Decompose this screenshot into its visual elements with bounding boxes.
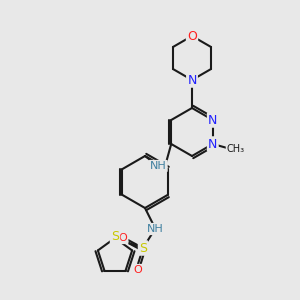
- Text: N: N: [187, 74, 197, 86]
- Text: N: N: [208, 113, 218, 127]
- Text: NH: NH: [147, 224, 164, 234]
- Text: CH₃: CH₃: [227, 144, 245, 154]
- Text: O: O: [118, 233, 127, 243]
- Text: NH: NH: [150, 161, 166, 171]
- Text: N: N: [208, 137, 218, 151]
- Text: S: S: [139, 242, 147, 254]
- Text: S: S: [111, 230, 119, 242]
- Text: O: O: [134, 265, 142, 275]
- Text: O: O: [187, 29, 197, 43]
